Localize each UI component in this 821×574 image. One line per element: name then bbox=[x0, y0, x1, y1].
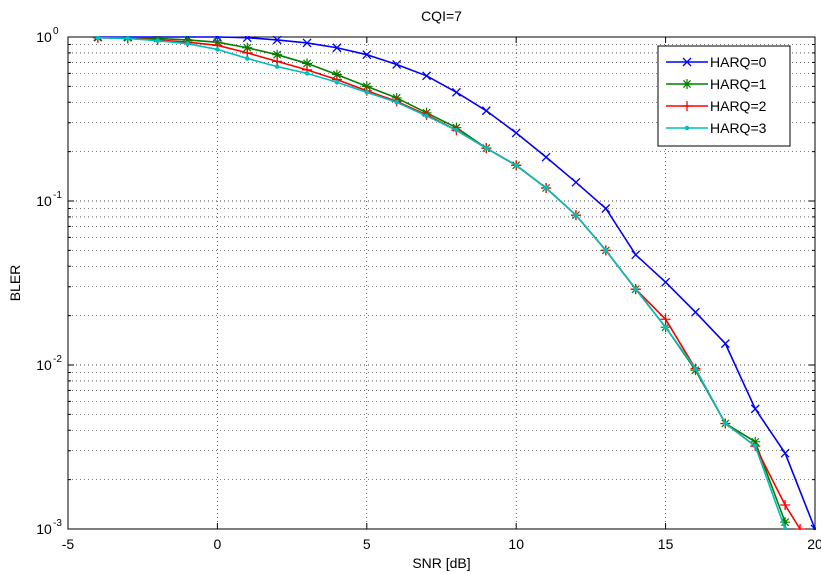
data-point bbox=[543, 185, 549, 191]
data-point bbox=[304, 71, 310, 76]
data-point bbox=[422, 71, 432, 81]
plot-area bbox=[67, 36, 816, 530]
y-tick-label: 10 -1 bbox=[36, 190, 62, 209]
chart-title: CQI=7 bbox=[421, 8, 462, 24]
data-point bbox=[720, 339, 730, 349]
y-tick-label: 10 -2 bbox=[36, 354, 62, 373]
data-point bbox=[631, 250, 641, 260]
data-point bbox=[364, 90, 370, 95]
data-point bbox=[750, 404, 760, 414]
data-point bbox=[242, 42, 253, 53]
x-tick-label: 10 bbox=[508, 536, 524, 552]
y-tick-label-base: 10 bbox=[36, 357, 52, 373]
x-tick-label: 5 bbox=[363, 536, 371, 552]
data-point bbox=[394, 99, 399, 105]
x-tick-label: -5 bbox=[62, 536, 75, 552]
data-point bbox=[723, 421, 728, 426]
legend-item: HARQ=3 bbox=[666, 120, 767, 136]
data-point bbox=[244, 56, 250, 61]
data-point bbox=[272, 49, 283, 60]
data-point bbox=[424, 113, 429, 119]
legend: HARQ=0 HARQ=1 HARQ=2 HARQ=3 bbox=[657, 45, 791, 147]
series-harq-3 bbox=[95, 36, 788, 530]
data-point bbox=[573, 212, 579, 218]
data-point bbox=[334, 79, 340, 85]
y-tick-label: 10 0 bbox=[36, 26, 59, 45]
series-line bbox=[97, 36, 786, 530]
data-point bbox=[272, 36, 282, 45]
data-point bbox=[274, 64, 280, 69]
y-tick-label-exponent: -1 bbox=[53, 190, 62, 201]
legend-marker bbox=[682, 57, 692, 67]
data-point bbox=[752, 443, 758, 449]
data-point bbox=[125, 36, 131, 41]
data-point bbox=[782, 526, 788, 530]
data-point bbox=[95, 36, 101, 41]
data-point bbox=[780, 448, 790, 458]
data-point bbox=[332, 43, 342, 53]
legend-item: HARQ=0 bbox=[666, 54, 767, 70]
data-point bbox=[633, 286, 639, 292]
legend-label: HARQ=0 bbox=[710, 54, 767, 70]
data-point bbox=[541, 152, 551, 162]
data-point bbox=[780, 500, 791, 511]
legend-label: HARQ=2 bbox=[710, 98, 767, 114]
data-point bbox=[331, 69, 342, 80]
y-axis-title: BLER bbox=[7, 265, 23, 302]
data-point bbox=[392, 60, 402, 69]
data-point bbox=[451, 87, 461, 97]
legend-item: HARQ=2 bbox=[666, 98, 767, 114]
y-tick-label-exponent: -3 bbox=[53, 518, 62, 529]
data-point bbox=[603, 248, 609, 253]
data-point bbox=[663, 324, 668, 330]
data-point bbox=[302, 38, 312, 48]
data-point bbox=[242, 36, 252, 43]
y-tick-label-base: 10 bbox=[36, 193, 52, 209]
data-point bbox=[215, 47, 220, 52]
grid bbox=[68, 37, 815, 529]
y-tick-label: 10 -3 bbox=[36, 518, 62, 537]
data-point bbox=[661, 277, 671, 287]
data-point bbox=[513, 163, 519, 168]
data-point bbox=[454, 127, 459, 133]
x-axis-title: SNR [dB] bbox=[412, 555, 470, 571]
data-point bbox=[302, 58, 313, 69]
legend-item: HARQ=1 bbox=[666, 76, 767, 92]
data-point bbox=[511, 128, 521, 138]
x-tick-labels: -5 0 5 10 15 20 bbox=[62, 536, 821, 552]
y-tick-label-base: 10 bbox=[36, 521, 52, 537]
y-tick-label-exponent: -2 bbox=[53, 354, 62, 365]
legend-marker bbox=[682, 79, 692, 89]
data-point bbox=[660, 314, 671, 325]
data-point bbox=[571, 177, 581, 187]
x-tick-label: 0 bbox=[214, 536, 222, 552]
legend-marker bbox=[682, 101, 692, 111]
legend-label: HARQ=3 bbox=[710, 120, 767, 136]
data-point bbox=[795, 524, 806, 530]
data-point bbox=[481, 106, 491, 116]
data-point bbox=[185, 41, 190, 47]
legend-label: HARQ=1 bbox=[710, 76, 767, 92]
data-point bbox=[693, 366, 698, 371]
data-point bbox=[780, 517, 791, 528]
data-point bbox=[155, 38, 160, 43]
data-point bbox=[810, 524, 816, 530]
series-group bbox=[92, 36, 816, 530]
data-point bbox=[362, 50, 372, 60]
x-tick-label: 15 bbox=[658, 536, 674, 552]
data-point bbox=[484, 145, 489, 151]
y-tick-label-exponent: 0 bbox=[53, 26, 59, 37]
y-tick-label-base: 10 bbox=[36, 29, 52, 45]
data-point bbox=[601, 204, 611, 213]
x-tick-label: 20 bbox=[807, 536, 821, 552]
data-point bbox=[691, 307, 700, 317]
series-harq-0 bbox=[93, 36, 816, 530]
legend-marker bbox=[684, 125, 690, 131]
